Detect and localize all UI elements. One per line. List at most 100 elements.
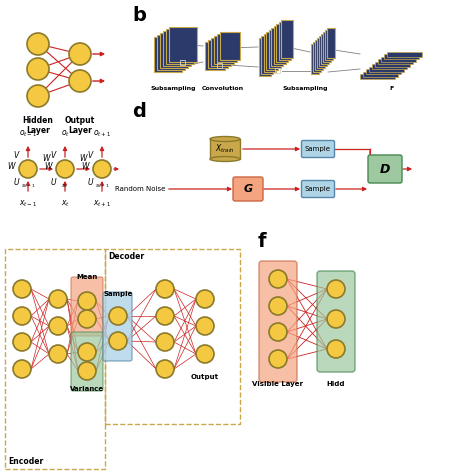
Text: Visible Layer: Visible Layer bbox=[253, 381, 303, 387]
FancyBboxPatch shape bbox=[369, 66, 404, 72]
Circle shape bbox=[27, 58, 49, 80]
Text: Subsampling: Subsampling bbox=[282, 86, 328, 91]
Ellipse shape bbox=[210, 156, 240, 162]
FancyBboxPatch shape bbox=[372, 64, 407, 69]
FancyBboxPatch shape bbox=[163, 30, 191, 65]
FancyBboxPatch shape bbox=[217, 34, 237, 62]
FancyBboxPatch shape bbox=[264, 34, 276, 72]
FancyBboxPatch shape bbox=[313, 42, 321, 72]
Text: $o_{t-1}$: $o_{t-1}$ bbox=[19, 128, 37, 139]
FancyBboxPatch shape bbox=[169, 27, 197, 62]
Circle shape bbox=[156, 333, 174, 351]
Text: W: W bbox=[8, 162, 15, 171]
FancyBboxPatch shape bbox=[301, 140, 335, 157]
Circle shape bbox=[196, 290, 214, 308]
Circle shape bbox=[49, 290, 67, 308]
FancyBboxPatch shape bbox=[384, 54, 419, 59]
Text: Output: Output bbox=[191, 374, 219, 380]
FancyBboxPatch shape bbox=[259, 38, 271, 76]
FancyBboxPatch shape bbox=[387, 52, 422, 56]
Circle shape bbox=[69, 70, 91, 92]
FancyBboxPatch shape bbox=[272, 28, 283, 66]
Text: $o_t$: $o_t$ bbox=[61, 128, 70, 139]
Text: Sample: Sample bbox=[305, 186, 331, 192]
Text: f: f bbox=[258, 232, 266, 251]
Circle shape bbox=[78, 343, 96, 361]
FancyBboxPatch shape bbox=[262, 36, 273, 74]
FancyBboxPatch shape bbox=[319, 36, 327, 66]
Text: Encoder: Encoder bbox=[8, 457, 43, 466]
Text: $X_{train}$: $X_{train}$ bbox=[215, 143, 235, 155]
Circle shape bbox=[269, 350, 287, 368]
Circle shape bbox=[27, 85, 49, 107]
FancyBboxPatch shape bbox=[274, 26, 286, 64]
Circle shape bbox=[78, 362, 96, 380]
Text: Decoder: Decoder bbox=[108, 252, 144, 261]
Text: b: b bbox=[132, 6, 146, 25]
Text: Random Noise: Random Noise bbox=[115, 186, 165, 192]
FancyBboxPatch shape bbox=[378, 59, 413, 64]
Circle shape bbox=[196, 317, 214, 335]
Text: W: W bbox=[80, 154, 87, 163]
Text: Sample: Sample bbox=[103, 291, 133, 297]
FancyBboxPatch shape bbox=[360, 74, 395, 79]
Circle shape bbox=[49, 317, 67, 335]
Text: W: W bbox=[45, 162, 52, 171]
Text: Hidden
Layer: Hidden Layer bbox=[23, 116, 54, 136]
Circle shape bbox=[13, 360, 31, 378]
FancyBboxPatch shape bbox=[323, 32, 331, 62]
Circle shape bbox=[109, 307, 127, 325]
Circle shape bbox=[78, 310, 96, 328]
Text: d: d bbox=[132, 102, 146, 121]
Circle shape bbox=[196, 345, 214, 363]
Circle shape bbox=[269, 323, 287, 341]
FancyBboxPatch shape bbox=[154, 36, 182, 72]
Circle shape bbox=[49, 345, 67, 363]
Text: $x_t$: $x_t$ bbox=[61, 198, 70, 209]
Ellipse shape bbox=[210, 137, 240, 142]
FancyBboxPatch shape bbox=[276, 24, 289, 62]
Circle shape bbox=[327, 280, 345, 298]
Circle shape bbox=[69, 43, 91, 65]
Text: $x_{t-1}$: $x_{t-1}$ bbox=[19, 198, 37, 209]
Circle shape bbox=[327, 340, 345, 358]
Circle shape bbox=[19, 160, 37, 178]
Circle shape bbox=[156, 360, 174, 378]
Circle shape bbox=[327, 310, 345, 328]
FancyBboxPatch shape bbox=[363, 72, 398, 76]
Circle shape bbox=[269, 270, 287, 288]
FancyBboxPatch shape bbox=[301, 181, 335, 198]
Text: G: G bbox=[244, 184, 253, 194]
Text: $s_{t-1}$: $s_{t-1}$ bbox=[21, 182, 36, 190]
FancyBboxPatch shape bbox=[381, 56, 416, 62]
FancyBboxPatch shape bbox=[71, 332, 103, 391]
Circle shape bbox=[109, 332, 127, 350]
FancyBboxPatch shape bbox=[210, 139, 240, 159]
Circle shape bbox=[13, 307, 31, 325]
FancyBboxPatch shape bbox=[317, 38, 325, 68]
Text: V: V bbox=[14, 151, 19, 159]
Text: U: U bbox=[13, 178, 19, 187]
Text: F: F bbox=[390, 86, 394, 91]
Text: Subsampling: Subsampling bbox=[150, 86, 196, 91]
FancyBboxPatch shape bbox=[325, 30, 333, 60]
FancyBboxPatch shape bbox=[259, 261, 297, 382]
FancyBboxPatch shape bbox=[220, 32, 240, 60]
Circle shape bbox=[156, 307, 174, 325]
Text: Output
Layer: Output Layer bbox=[65, 116, 95, 136]
FancyBboxPatch shape bbox=[160, 33, 188, 67]
FancyBboxPatch shape bbox=[269, 30, 281, 68]
FancyBboxPatch shape bbox=[327, 28, 335, 58]
Text: Hidd: Hidd bbox=[327, 381, 345, 387]
Text: $o_{t+1}$: $o_{t+1}$ bbox=[93, 128, 111, 139]
FancyBboxPatch shape bbox=[279, 22, 291, 60]
FancyBboxPatch shape bbox=[321, 34, 329, 64]
FancyBboxPatch shape bbox=[214, 36, 234, 64]
Text: $s_{t+1}$: $s_{t+1}$ bbox=[95, 182, 109, 190]
FancyBboxPatch shape bbox=[157, 35, 185, 70]
FancyBboxPatch shape bbox=[103, 292, 132, 361]
FancyBboxPatch shape bbox=[233, 177, 263, 201]
Circle shape bbox=[156, 280, 174, 298]
Text: U: U bbox=[87, 178, 93, 187]
FancyBboxPatch shape bbox=[208, 40, 228, 68]
